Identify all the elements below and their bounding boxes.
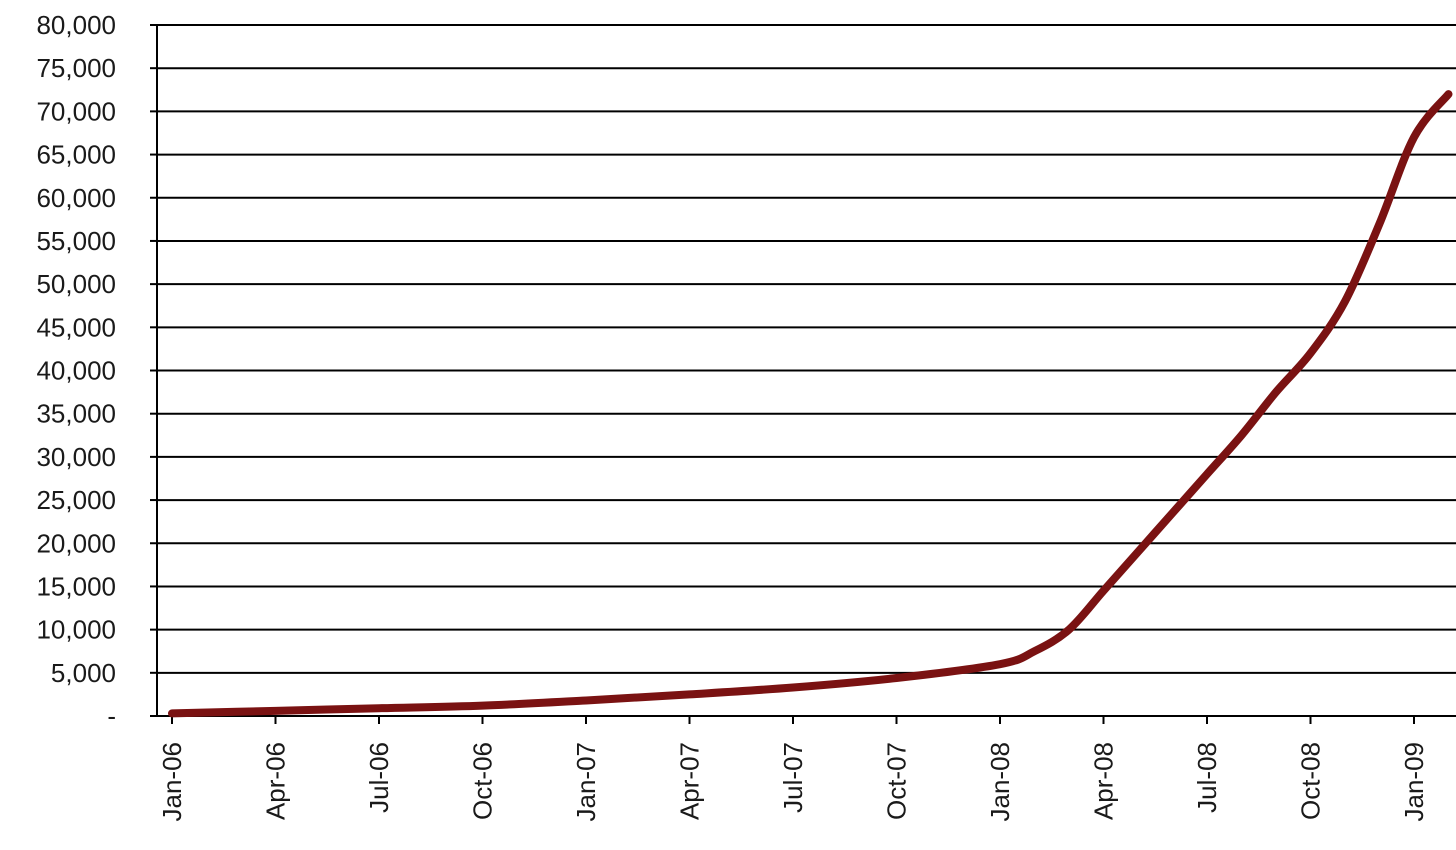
x-axis-ticks: Jan-06 Apr-06 Jul-06 Oct-06 Jan-07 Apr-07 Jul-…	[157, 716, 1429, 822]
x-tick-label: Jul-08	[1192, 742, 1222, 813]
y-tick-label: 45,000	[36, 312, 116, 342]
x-tick-label: Oct-07	[882, 742, 912, 820]
y-tick-label: 30,000	[36, 442, 116, 472]
y-tick-label: 40,000	[36, 356, 116, 386]
x-tick-label: Jan-07	[571, 742, 601, 822]
y-tick-label: 35,000	[36, 399, 116, 429]
y-tick-label: 60,000	[36, 183, 116, 213]
y-tick-label: -	[107, 701, 116, 731]
x-tick-label: Jul-07	[778, 742, 808, 813]
x-tick-label: Apr-07	[675, 742, 705, 820]
x-tick-label: Jan-08	[985, 742, 1015, 822]
x-tick-label: Jul-06	[364, 742, 394, 813]
y-tick-label: 20,000	[36, 528, 116, 558]
x-tick-label: Apr-08	[1089, 742, 1119, 820]
y-tick-label: 80,000	[36, 10, 116, 40]
y-tick-label: 65,000	[36, 140, 116, 170]
y-tick-label: 10,000	[36, 615, 116, 645]
y-axis-ticks: - 5,000 10,000 15,000 20,000 25,000 30,000 35,0…	[36, 10, 157, 731]
y-tick-label: 70,000	[36, 96, 116, 126]
x-tick-label: Oct-06	[468, 742, 498, 820]
series	[168, 90, 1453, 718]
x-tick-label: Apr-06	[261, 742, 291, 820]
x-tick-label: Jan-09	[1399, 742, 1429, 822]
y-tick-label: 75,000	[36, 53, 116, 83]
y-tick-label: 55,000	[36, 226, 116, 256]
y-tick-label: 15,000	[36, 571, 116, 601]
y-tick-label: 25,000	[36, 485, 116, 515]
gridlines	[157, 24, 1456, 674]
y-tick-label: 5,000	[51, 658, 116, 688]
series-line	[168, 90, 1453, 718]
y-tick-label: 50,000	[36, 269, 116, 299]
x-tick-label: Jan-06	[157, 742, 187, 822]
x-tick-label: Oct-08	[1296, 742, 1326, 820]
